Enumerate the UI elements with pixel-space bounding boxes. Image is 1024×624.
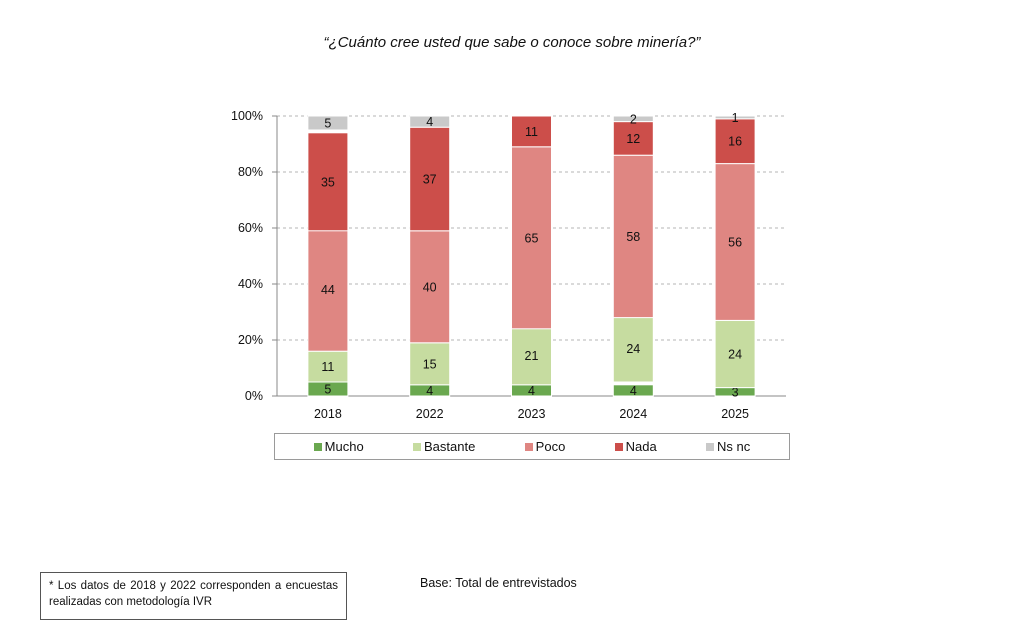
data-label: 1 [732,111,739,125]
bar-segment-nada [511,115,552,148]
y-tick-label: 40% [238,277,263,291]
data-label: 21 [525,349,539,363]
bar-segment-nada [307,132,349,232]
y-tick-label: 80% [238,165,263,179]
bar-segment-bastante [714,319,756,389]
bar-segment-poco [307,227,349,352]
data-label: 4 [426,115,433,129]
y-tick-label: 20% [238,333,263,347]
legend-swatch [313,442,322,451]
legend-item: Bastante [413,439,475,454]
data-label: 4 [528,384,535,398]
data-label: 3 [732,385,739,399]
data-label: 44 [321,283,335,297]
legend-swatch [524,442,533,451]
legend-label: Nada [625,439,657,454]
bar-segment-ns-nc [714,115,756,120]
data-label: 2 [630,112,637,126]
x-tick-label: 2023 [518,407,546,421]
bar-segment-poco [612,154,654,319]
x-tick-label: 2018 [314,407,342,421]
legend-swatch [413,442,422,451]
data-label: 5 [324,383,331,397]
legend-item: Nada [614,439,657,454]
x-tick-label: 2024 [619,407,647,421]
y-tick-label: 0% [245,389,263,403]
stacked-bar-chart: 0%20%40%60%80%100%5114435520184154037420… [231,109,786,421]
bar-segment-ns-nc [307,115,349,131]
bar-segment-ns-nc [409,115,451,128]
x-tick-label: 2025 [721,407,749,421]
legend-swatch [706,442,715,451]
data-label: 5 [324,117,331,131]
legend-label: Poco [535,439,566,454]
data-label: 24 [728,348,742,362]
bar-segment-mucho [612,384,654,397]
data-label: 4 [630,384,637,398]
bar-segment-poco [409,230,451,344]
y-tick-label: 100% [231,109,263,123]
bar-segment-poco [511,146,552,330]
bar-segment-bastante [612,314,654,383]
data-label: 35 [321,175,335,189]
bar-segment-ns-nc [612,115,654,123]
data-label: 4 [426,384,433,398]
chart-title: “¿Cuánto cree usted que sabe o conoce so… [323,34,701,51]
data-label: 40 [423,280,437,294]
data-label: 65 [525,231,539,245]
legend-item: Poco [524,439,566,454]
footnote-box: * Los datos de 2018 y 2022 corresponden … [40,572,347,620]
legend-label: Mucho [324,439,364,454]
data-label: 16 [728,135,742,149]
x-tick-label: 2022 [416,407,444,421]
data-label: 24 [626,342,640,356]
data-label: 12 [626,132,640,146]
data-label: 58 [626,230,640,244]
bar-segment-bastante [307,350,349,383]
data-label: 15 [423,357,437,371]
chart-legend: Mucho Bastante Poco Nada Ns nc [274,433,790,460]
legend-swatch [614,442,623,451]
legend-item: Mucho [313,439,364,454]
bar-segment-poco [714,163,756,321]
bar-segment-bastante [511,325,552,386]
base-note: Base: Total de entrevistados [420,576,577,590]
bar-segment-nada [714,118,756,165]
data-label: 11 [321,360,334,374]
data-label: 56 [728,236,742,250]
legend-label: Bastante [424,439,476,454]
y-tick-label: 60% [238,221,263,235]
bar-segment-nada [612,121,654,156]
data-label: 11 [525,125,538,139]
legend-label: Ns nc [717,439,751,454]
bar-segment-bastante [409,342,451,386]
legend-item: Ns nc [706,439,750,454]
data-label: 37 [423,173,437,187]
bar-segment-nada [409,126,451,232]
